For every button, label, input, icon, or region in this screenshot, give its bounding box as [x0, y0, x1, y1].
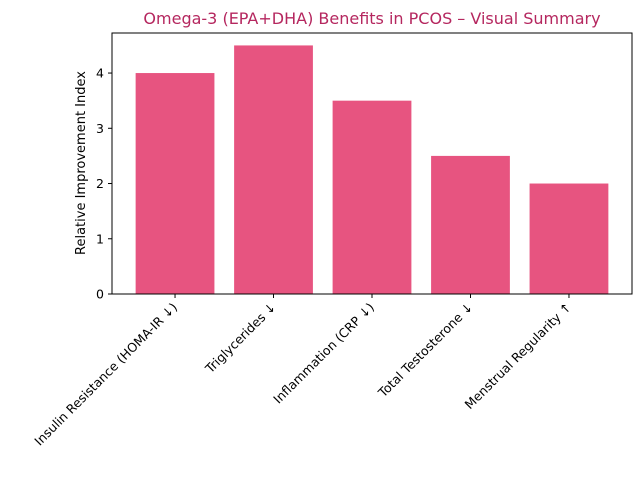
- y-tick-label: 0: [96, 287, 104, 302]
- x-tick-label: Insulin Resistance (HOMA-IR ↓): [31, 300, 180, 449]
- chart-title: Omega-3 (EPA+DHA) Benefits in PCOS – Vis…: [143, 9, 600, 28]
- x-tick-label: Total Testosterone ↓: [374, 300, 475, 401]
- bar: [529, 183, 609, 294]
- y-tick-label: 4: [96, 66, 104, 81]
- y-axis-label: Relative Improvement Index: [74, 71, 89, 255]
- y-tick-label: 1: [96, 231, 104, 246]
- bar: [135, 73, 215, 294]
- x-tick-label: Inflammation (CRP ↓): [270, 300, 377, 407]
- y-tick-label: 2: [96, 176, 104, 191]
- plot-frame: [111, 32, 633, 295]
- bar: [431, 155, 510, 294]
- bar: [234, 45, 313, 294]
- x-tick-label: Triglycerides ↓: [202, 300, 279, 377]
- bar: [332, 100, 412, 295]
- x-tick-label: Menstrual Regularity ↑: [462, 300, 575, 413]
- y-tick-label: 3: [96, 121, 104, 136]
